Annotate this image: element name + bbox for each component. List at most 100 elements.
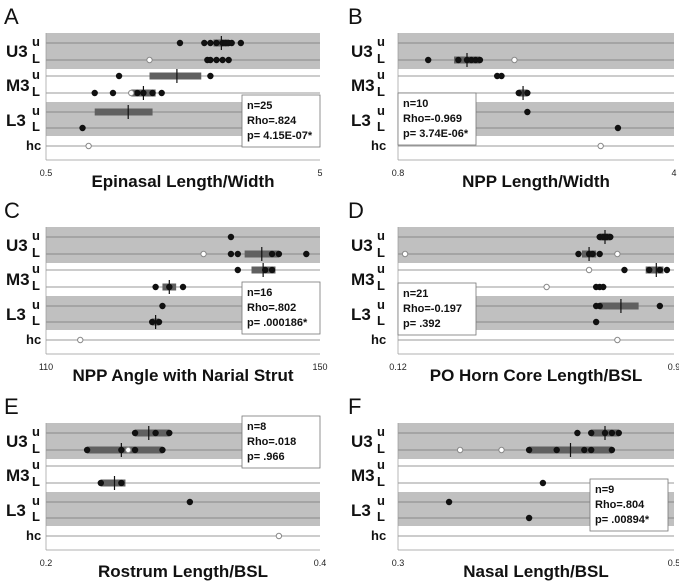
data-point	[424, 56, 432, 64]
sub-label-l: L	[377, 278, 385, 293]
data-point	[159, 302, 166, 310]
data-point	[237, 39, 245, 47]
data-point	[498, 72, 505, 80]
open-point	[275, 532, 283, 540]
data-point	[148, 318, 156, 326]
tick-label-min: 0.2	[40, 558, 53, 568]
stat-p: p= 4.15E-07*	[247, 130, 313, 142]
data-point	[525, 514, 533, 522]
row-label-u3: U3	[351, 236, 373, 255]
sub-label-u: u	[377, 103, 385, 118]
data-point	[592, 318, 600, 326]
sub-label-l: L	[377, 474, 385, 489]
data-point	[134, 89, 141, 97]
data-point	[608, 429, 616, 437]
tick-label-max: 150	[312, 362, 327, 372]
stat-rho: Rho=-0.969	[403, 113, 462, 125]
open-point	[456, 446, 464, 454]
data-point	[97, 479, 105, 487]
row-label-hc: hc	[371, 332, 386, 347]
open-point	[498, 446, 505, 454]
row-label-l3: L3	[351, 501, 371, 520]
data-point	[524, 89, 531, 97]
data-point	[219, 56, 226, 64]
stats-box	[589, 478, 669, 532]
panel-letter: E	[4, 394, 19, 419]
data-point	[539, 479, 547, 487]
sub-label-l: L	[32, 509, 40, 524]
x-axis-title: Nasal Length/BSL	[463, 562, 608, 581]
data-point	[131, 429, 139, 437]
data-point	[179, 283, 187, 291]
data-point	[268, 266, 276, 274]
stat-p: p= .966	[247, 451, 285, 463]
data-point	[152, 283, 159, 291]
data-point	[575, 250, 582, 258]
sub-label-u: u	[32, 103, 40, 118]
open-point	[146, 56, 153, 64]
data-point	[589, 250, 596, 258]
data-point	[234, 266, 242, 274]
data-point	[155, 318, 163, 326]
data-point	[268, 250, 276, 258]
open-point	[85, 142, 92, 150]
stat-p: p= .392	[403, 318, 441, 330]
row-label-l3: L3	[6, 501, 26, 520]
x-axis-title: NPP Angle with Narial Strut	[72, 366, 293, 385]
sub-label-u: u	[377, 228, 385, 243]
sub-label-l: L	[32, 313, 40, 328]
l3-band	[46, 492, 320, 526]
data-point	[201, 39, 208, 47]
data-point	[600, 283, 607, 291]
data-point	[159, 446, 166, 454]
data-point	[581, 446, 588, 454]
data-point	[524, 108, 531, 116]
sub-label-u: u	[32, 67, 40, 82]
stat-p: p= 3.74E-06*	[403, 128, 469, 140]
row-label-hc: hc	[26, 138, 41, 153]
stats-box	[241, 281, 321, 335]
data-point	[588, 446, 595, 454]
data-point	[115, 72, 123, 80]
sub-label-l: L	[377, 119, 385, 134]
stats-box	[397, 282, 477, 336]
data-point	[227, 233, 235, 241]
row-label-m3: M3	[6, 466, 30, 485]
tick-label-min: 0.8	[392, 168, 405, 178]
data-point	[225, 56, 232, 64]
sub-label-u: u	[377, 34, 385, 49]
sub-label-u: u	[32, 457, 40, 472]
data-point	[149, 89, 156, 97]
stat-rho: Rho=.018	[247, 436, 296, 448]
range-bar	[149, 72, 202, 80]
open-point	[401, 250, 409, 258]
open-point	[128, 89, 135, 97]
x-axis-title: PO Horn Core Length/BSL	[430, 366, 643, 385]
data-point	[228, 39, 235, 47]
data-point	[607, 233, 614, 241]
panel-letter: B	[348, 4, 363, 29]
data-point	[176, 39, 184, 47]
sub-label-l: L	[32, 441, 40, 456]
sub-label-l: L	[32, 278, 40, 293]
stat-n: n=10	[403, 98, 428, 110]
tick-label-min: 110	[39, 362, 53, 372]
row-label-hc: hc	[371, 138, 386, 153]
u3-band	[46, 227, 320, 263]
row-label-u3: U3	[6, 42, 28, 61]
open-point	[614, 336, 621, 344]
tick-label-max: 4	[671, 168, 676, 178]
data-point	[303, 250, 310, 258]
data-point	[476, 56, 484, 64]
data-point	[83, 446, 91, 454]
sub-label-u: u	[377, 261, 385, 276]
sub-label-u: u	[377, 67, 385, 82]
tick-label-min: 0.3	[392, 558, 405, 568]
tick-label-min: 0.12	[389, 362, 407, 372]
row-label-u3: U3	[351, 432, 373, 451]
data-point	[118, 479, 125, 487]
